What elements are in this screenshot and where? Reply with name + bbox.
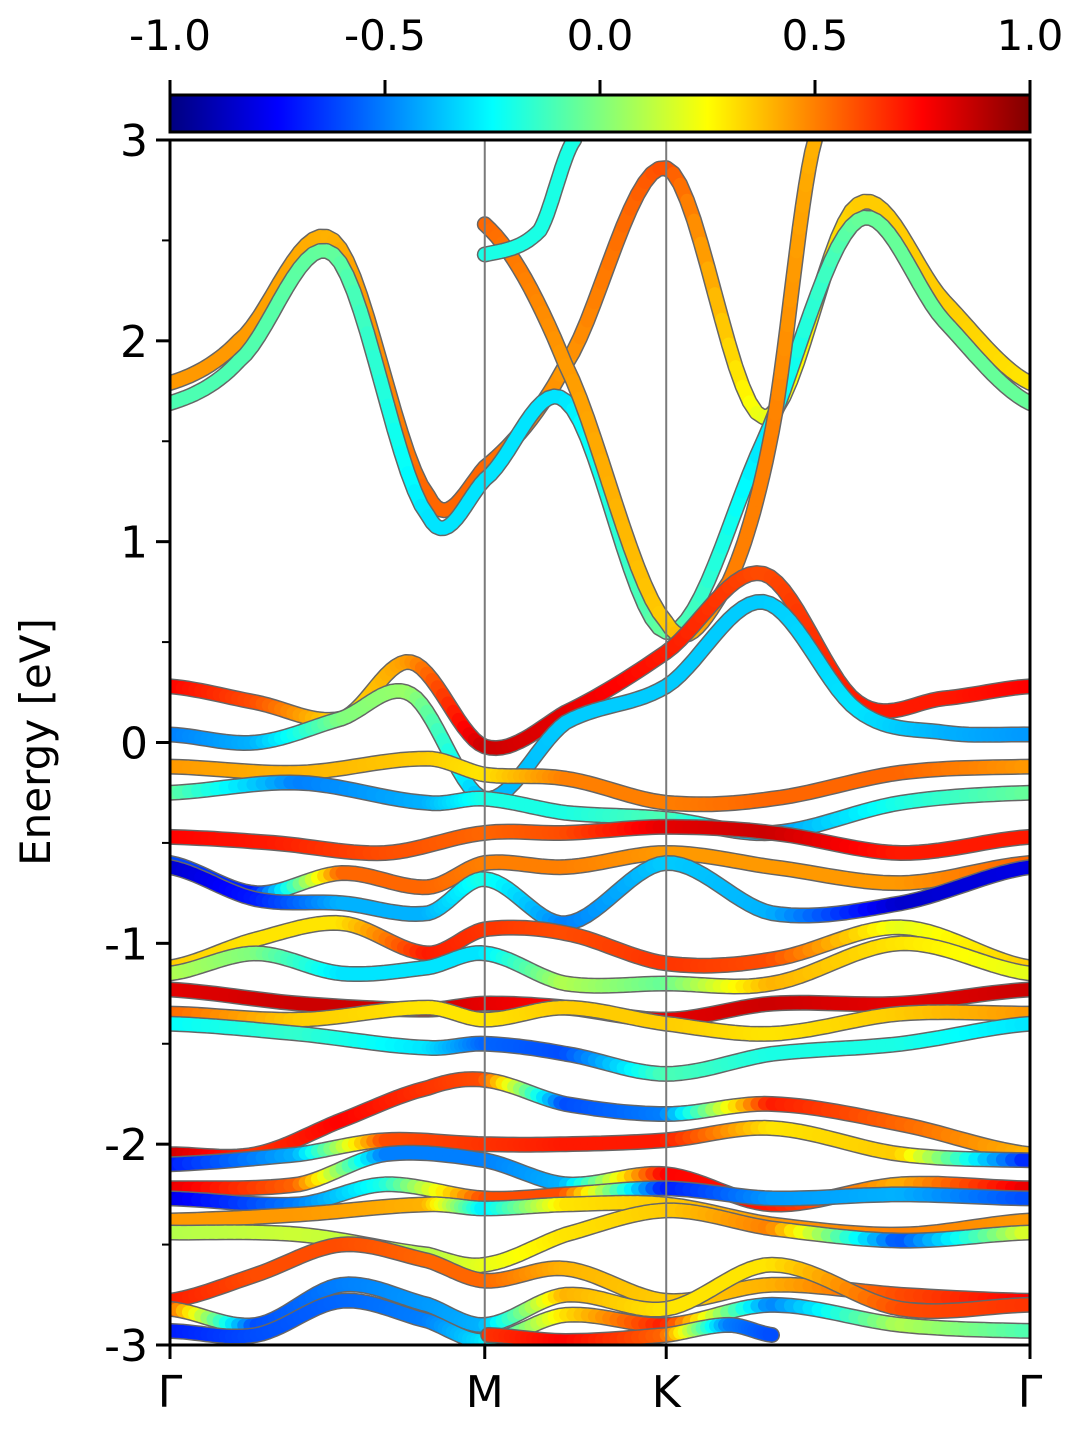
band-segment xyxy=(769,1335,772,1336)
band-2 xyxy=(485,140,815,635)
x-tick-label: M xyxy=(466,1367,504,1418)
colorbar-tick-label: 1.0 xyxy=(997,11,1064,60)
band-segment xyxy=(812,140,815,152)
band-10 xyxy=(170,863,1030,923)
bands-layer xyxy=(170,140,1030,1341)
band-outline xyxy=(485,140,815,635)
y-axis-label: Energy [eV] xyxy=(11,618,60,866)
y-tick-label: -2 xyxy=(104,1120,148,1171)
y-tick-label: -1 xyxy=(104,919,148,970)
colorbar-tick-label: -1.0 xyxy=(129,11,211,60)
x-tick-label: Γ xyxy=(158,1367,183,1418)
y-tick-label: -3 xyxy=(104,1321,148,1372)
colorbar: -1.0 -0.5 0.0 0.5 1.0 xyxy=(129,11,1063,132)
band-outline xyxy=(170,863,1030,923)
x-tick-label: Γ xyxy=(1018,1367,1043,1418)
y-tick-label: 1 xyxy=(120,518,148,569)
colorbar-tick-label: 0.0 xyxy=(567,11,634,60)
colorbar-gradient xyxy=(170,95,1030,132)
colorbar-tick-label: -0.5 xyxy=(344,11,426,60)
y-tick-label: 0 xyxy=(120,719,148,770)
y-tick-label: 2 xyxy=(120,317,148,368)
colorbar-tick-label: 0.5 xyxy=(782,11,849,60)
band-15 xyxy=(170,1024,1030,1074)
x-tick-label: K xyxy=(652,1367,682,1418)
y-tick-label: 3 xyxy=(120,116,148,167)
band-8 xyxy=(170,827,1030,853)
plot-frame xyxy=(170,140,1030,1345)
